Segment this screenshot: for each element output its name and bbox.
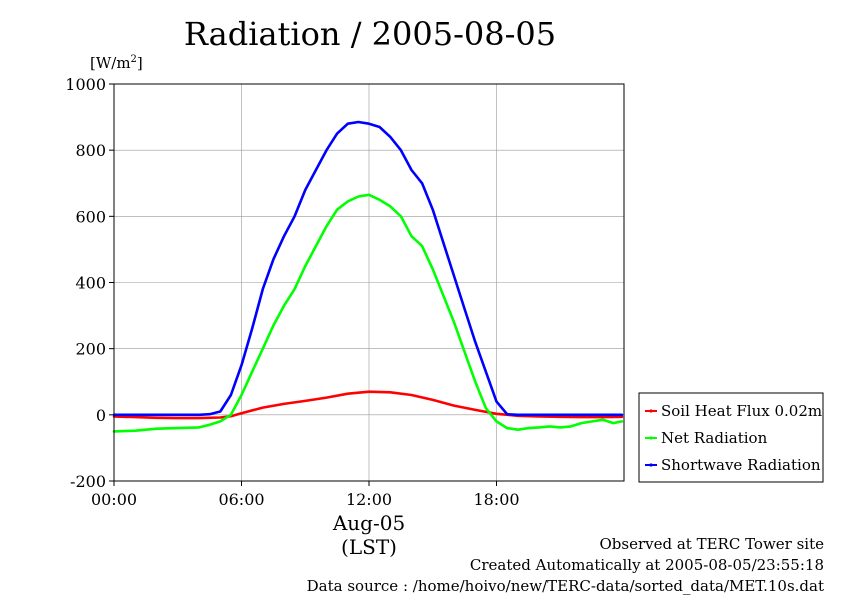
legend-label: Soil Heat Flux 0.02m: [661, 402, 822, 420]
series-line: [112, 193, 624, 433]
legend-marker: [649, 463, 653, 467]
x-date-label: Aug-05: [332, 511, 405, 535]
legend: Soil Heat Flux 0.02m Net Radiation Shortwa…: [638, 392, 824, 483]
x-timezone-label: (LST): [341, 535, 397, 559]
x-tick-label: 00:00: [91, 490, 137, 509]
y-tick-label: 200: [75, 340, 106, 359]
plot-frame: [113, 83, 625, 482]
legend-label: Net Radiation: [661, 429, 768, 447]
y-tick-label: 400: [75, 274, 106, 293]
y-tick-label: 600: [75, 207, 106, 226]
chart-title: Radiation / 2005-08-05: [184, 15, 556, 53]
data-source-note: Data source : /home/hoivo/new/TERC-data/…: [307, 577, 824, 595]
series-line: [112, 390, 624, 420]
x-axis-ticks: 00:00 06:00 12:00 18:00: [91, 481, 520, 509]
legend-marker: [649, 409, 653, 413]
observed-note: Observed at TERC Tower site: [599, 535, 824, 553]
series-line: [112, 120, 624, 417]
series-lines: [112, 120, 624, 433]
x-tick-label: 06:00: [218, 490, 264, 509]
created-note: Created Automatically at 2005-08-05/23:5…: [470, 556, 824, 574]
legend-label: Shortwave Radiation: [661, 456, 821, 474]
y-tick-label: -200: [70, 472, 106, 491]
legend-marker: [649, 436, 653, 440]
y-tick-label: 1000: [65, 75, 106, 94]
legend-box: [638, 392, 824, 483]
x-tick-label: 18:00: [473, 490, 519, 509]
x-tick-label: 12:00: [346, 490, 392, 509]
y-tick-label: 800: [75, 141, 106, 160]
y-unit-label: [W/m2]: [90, 54, 143, 72]
y-axis-ticks: -200 0 200 400 600 800 1000: [65, 75, 114, 491]
y-tick-label: 0: [96, 406, 106, 425]
